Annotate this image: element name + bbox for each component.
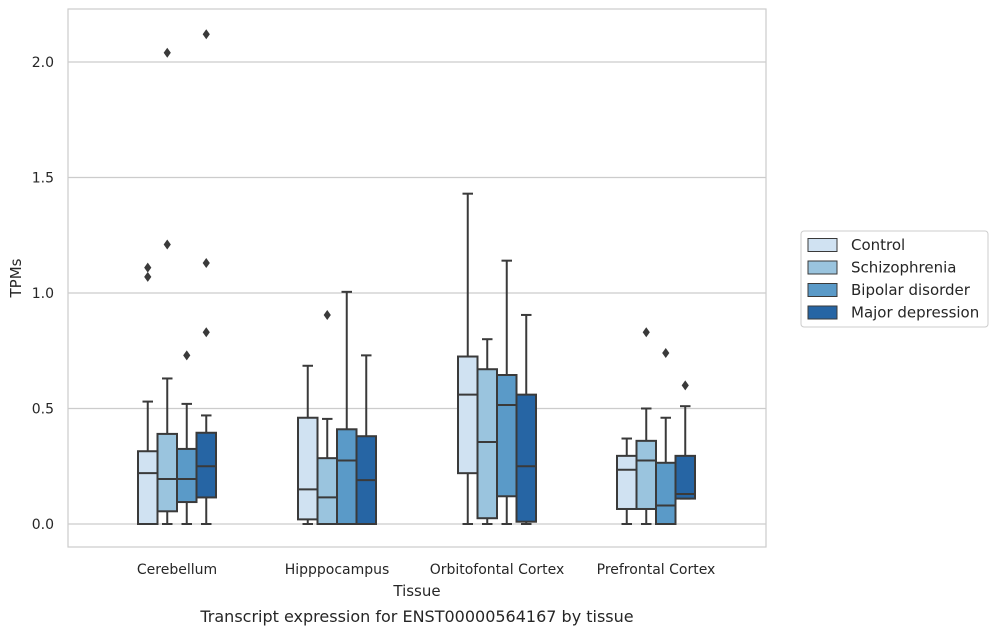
outlier-point xyxy=(202,29,210,40)
box-body xyxy=(316,457,338,526)
box-major-depression xyxy=(515,313,537,525)
y-tick-labels: 0.0 0.5 1.0 1.5 2.0 xyxy=(32,55,54,533)
legend-label: Schizophrenia xyxy=(851,259,956,277)
x-tick-label: Hipppocampus xyxy=(285,562,390,578)
box-body xyxy=(496,374,518,498)
legend-label: Control xyxy=(851,236,905,254)
box-body xyxy=(336,428,358,526)
box-control xyxy=(616,437,638,525)
legend-swatch xyxy=(807,260,838,275)
legend-label: Major depression xyxy=(851,304,979,322)
box-control xyxy=(297,364,319,525)
box-schizophrenia xyxy=(476,338,498,525)
x-tick-label: Orbitofontal Cortex xyxy=(430,562,565,578)
x-tick-label: Prefrontal Cortex xyxy=(597,562,716,578)
box-bipolar-disorder xyxy=(655,348,677,526)
x-tick-labels: Cerebellum Hipppocampus Orbitofontal Corte… xyxy=(137,562,715,578)
outlier-point xyxy=(163,47,171,58)
outlier-point xyxy=(144,262,152,273)
box-body xyxy=(655,461,677,526)
legend-label: Bipolar disorder xyxy=(851,281,971,299)
box-body xyxy=(156,432,178,513)
box-schizophrenia xyxy=(156,47,178,525)
outlier-point xyxy=(323,309,331,320)
outlier-point xyxy=(662,348,670,359)
outlier-point xyxy=(163,239,171,250)
y-tick-label: 1.0 xyxy=(32,286,54,302)
box-body xyxy=(635,439,657,510)
y-axis-title: TPMs xyxy=(7,258,25,298)
box-schizophrenia xyxy=(316,309,338,526)
y-tick-label: 2.0 xyxy=(32,55,54,71)
box-body xyxy=(674,454,696,500)
box-body xyxy=(176,447,198,504)
legend-swatch xyxy=(807,283,838,297)
legend: Control Schizophrenia Bipolar disorder Majo… xyxy=(800,230,989,328)
y-tick-label: 0.5 xyxy=(32,402,54,418)
box-major-depression xyxy=(195,29,217,525)
legend-swatch xyxy=(807,305,838,320)
x-axis-title: Tissue xyxy=(392,582,440,600)
boxes xyxy=(137,29,696,526)
outlier-point xyxy=(642,327,650,338)
legend-frame xyxy=(800,230,989,328)
box-major-depression xyxy=(355,354,377,525)
y-tick-label: 0.0 xyxy=(32,517,54,533)
box-body xyxy=(137,450,159,525)
outlier-point xyxy=(183,350,191,361)
plot-area-frame xyxy=(67,8,767,548)
box-body xyxy=(297,416,319,521)
legend-swatch xyxy=(807,238,838,252)
outlier-point xyxy=(144,271,152,282)
box-control xyxy=(457,192,479,525)
box-control xyxy=(137,262,159,525)
box-bipolar-disorder xyxy=(336,290,358,526)
outlier-point xyxy=(202,327,210,338)
box-body xyxy=(476,368,498,520)
box-bipolar-disorder xyxy=(496,259,518,525)
y-tick-label: 1.5 xyxy=(32,171,54,187)
box-body xyxy=(457,355,479,475)
box-bipolar-disorder xyxy=(176,350,198,525)
box-major-depression xyxy=(674,380,696,500)
box-body xyxy=(515,393,537,523)
box-body xyxy=(195,431,217,499)
box-schizophrenia xyxy=(635,327,657,525)
x-tick-label: Cerebellum xyxy=(137,562,217,578)
outlier-point xyxy=(202,257,210,268)
chart-caption: Transcript expression for ENST0000056416… xyxy=(199,607,633,626)
box-body xyxy=(616,454,638,510)
outlier-point xyxy=(681,380,689,391)
